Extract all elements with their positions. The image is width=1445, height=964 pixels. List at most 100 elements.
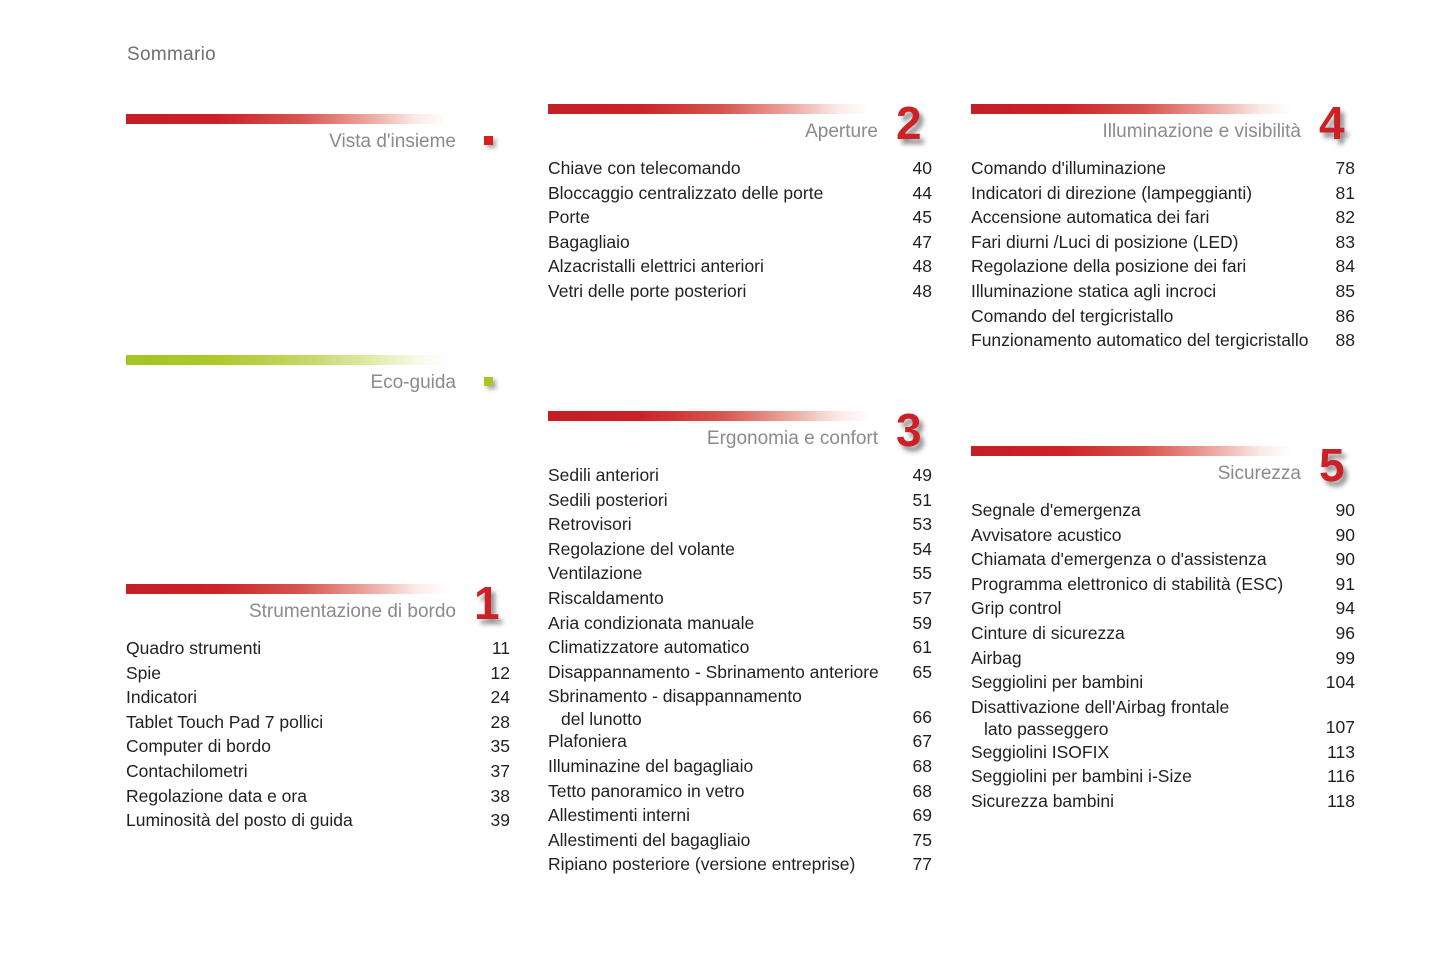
section-sicurezza: Sicurezza 5 Segnale d'emergenza 90 Avvisat… (971, 442, 1355, 814)
toc-item: Aria condizionata manuale 59 (548, 611, 932, 636)
toc-item-page-number: 37 (490, 760, 510, 781)
toc-item-label: Aria condizionata manuale (548, 612, 755, 633)
toc-item-label: Computer di bordo (126, 736, 271, 757)
toc-item-label: Seggiolini per bambini i-Size (971, 766, 1192, 787)
section-vista-dinsieme: Vista d'insieme (126, 114, 510, 154)
toc-item: Segnale d'emergenza 90 (971, 498, 1355, 523)
toc-item: Bagagliaio 47 (548, 230, 932, 255)
toc-item-page-number: 82 (1335, 207, 1355, 228)
toc-item-label: Seggiolini ISOFIX (971, 741, 1110, 762)
toc-item: Programma elettronico di stabilità (ESC)… (971, 572, 1355, 597)
toc-item: Alzacristalli elettrici anteriori 48 (548, 254, 932, 279)
toc-item-list: Segnale d'emergenza 90 Avvisatore acustico… (971, 498, 1355, 814)
toc-item-label: Ripiano posteriore (versione entreprise) (548, 854, 856, 875)
section-accent-bar (126, 584, 448, 594)
toc-item: Chiave con telecomando 40 (548, 156, 932, 181)
toc-item: Sicurezza bambini 118 (971, 789, 1355, 814)
section-strumentazione-di-bordo: Strumentazione di bordo 1 Quadro strumen… (126, 580, 510, 833)
toc-item: Seggiolini per bambini 104 (971, 670, 1355, 695)
toc-item-page-number: 61 (912, 637, 932, 658)
toc-item-label: Sicurezza bambini (971, 790, 1114, 811)
toc-item-page-number: 90 (1335, 500, 1355, 520)
toc-item: Indicatori di direzione (lampeggianti) 81 (971, 181, 1355, 206)
toc-item-label: Regolazione della posizione dei fari (971, 256, 1247, 277)
toc-item-label: Allestimenti del bagagliaio (548, 829, 751, 850)
toc-item-label: Disattivazione dell'Airbag frontale lato … (971, 696, 1230, 740)
toc-item: Indicatori 24 (126, 685, 510, 710)
toc-item: Climatizzatore automatico 61 (548, 635, 932, 660)
toc-item-label: Indicatori (126, 687, 198, 708)
toc-item-page-number: 85 (1335, 280, 1355, 301)
toc-item: Regolazione della posizione dei fari 84 (971, 254, 1355, 279)
section-title: Ergonomia e confort (706, 428, 878, 449)
toc-item-page-number: 78 (1335, 158, 1355, 178)
toc-item-page-number: 66 (912, 706, 932, 727)
toc-item: Sbrinamento - disappannamento del lunotto… (548, 684, 932, 729)
toc-item-page-number: 59 (912, 612, 932, 633)
toc-item: Luminosità del posto di guida 39 (126, 808, 510, 833)
toc-item-page-number: 75 (912, 829, 932, 850)
toc-item-label: Chiamata d'emergenza o d'assistenza (971, 549, 1267, 570)
toc-item-label: Grip control (971, 598, 1062, 619)
toc-item: Funzionamento automatico del tergicrista… (971, 328, 1355, 353)
toc-item-page-number: 11 (491, 638, 510, 658)
toc-item-label: Comando d'illuminazione (971, 158, 1166, 178)
toc-item-label: Plafoniera (548, 731, 627, 752)
toc-item: Chiamata d'emergenza o d'assistenza 90 (971, 547, 1355, 572)
toc-item-page-number: 54 (912, 538, 932, 559)
section-number: 4 (1319, 97, 1345, 149)
section-ergonomia-e-confort: Ergonomia e confort 3 Sedili anteriori 49… (548, 407, 932, 877)
toc-item-label: Luminosità del posto di guida (126, 810, 353, 831)
toc-item: Bloccaggio centralizzato delle porte 44 (548, 181, 932, 206)
toc-item-page-number: 113 (1327, 741, 1355, 762)
toc-item-label: Tetto panoramico in vetro (548, 780, 745, 801)
toc-item-label: Allestimenti interni (548, 805, 690, 826)
toc-item: Ripiano posteriore (versione entreprise)… (548, 852, 932, 877)
toc-item-label: Ventilazione (548, 563, 643, 584)
toc-item: Illuminazine del bagagliaio 68 (548, 754, 932, 779)
toc-item-page-number: 40 (912, 158, 932, 178)
toc-item: Regolazione data e ora 38 (126, 784, 510, 809)
toc-item-page-number: 96 (1335, 622, 1355, 643)
toc-item-label: Quadro strumenti (126, 638, 262, 658)
toc-item-label: Bagagliaio (548, 231, 630, 252)
toc-item-label: Tablet Touch Pad 7 pollici (126, 711, 324, 732)
toc-item-page-number: 94 (1335, 598, 1355, 619)
toc-item: Airbag 99 (971, 646, 1355, 671)
section-aperture: Aperture 2 Chiave con telecomando 40 Blocc… (548, 100, 932, 304)
toc-item-page-number: 44 (912, 182, 932, 203)
toc-item-page-number: 35 (490, 736, 510, 757)
section-accent-bar (548, 104, 870, 114)
toc-item-label: Regolazione data e ora (126, 785, 307, 806)
toc-item-page-number: 51 (912, 489, 932, 510)
toc-item: Fari diurni /Luci di posizione (LED) 83 (971, 230, 1355, 255)
toc-item-label: Bloccaggio centralizzato delle porte (548, 182, 824, 203)
toc-item-list: Quadro strumenti 11 Spie 12 Indicatori 24 Tabl… (126, 636, 510, 833)
toc-item-page-number: 48 (912, 256, 932, 277)
section-title: Eco-guida (370, 372, 456, 393)
toc-item-label: Fari diurni /Luci di posizione (LED) (971, 231, 1239, 252)
toc-item-page-number: 55 (912, 563, 932, 584)
toc-item-page-number: 118 (1327, 790, 1355, 811)
toc-item: Sedili anteriori 49 (548, 463, 932, 488)
toc-item-page-number: 48 (912, 280, 932, 301)
toc-item-label: Regolazione del volante (548, 538, 735, 559)
toc-item: Avvisatore acustico 90 (971, 523, 1355, 548)
green-square-marker (484, 377, 493, 386)
toc-item-label: Comando del tergicristallo (971, 305, 1174, 326)
toc-item: Accensione automatica dei fari 82 (971, 205, 1355, 230)
toc-item-page-number: 88 (1335, 330, 1355, 351)
toc-item-label: Airbag (971, 647, 1022, 668)
section-accent-bar (548, 411, 870, 421)
toc-item-label: Indicatori di direzione (lampeggianti) (971, 182, 1253, 203)
toc-item: Riscaldamento 57 (548, 586, 932, 611)
section-number: 1 (474, 577, 500, 629)
toc-item-list: Chiave con telecomando 40 Bloccaggio centr… (548, 156, 932, 304)
toc-item-page-number: 99 (1335, 647, 1355, 668)
toc-item-label: Climatizzatore automatico (548, 637, 750, 658)
toc-item-label: Programma elettronico di stabilità (ESC) (971, 573, 1284, 594)
toc-item-page-number: 53 (912, 514, 932, 535)
toc-item-page-number: 90 (1335, 524, 1355, 545)
toc-item-label: Disappannamento - Sbrinamento anteriore (548, 661, 879, 682)
section-eco-guida: Eco-guida (126, 355, 510, 395)
